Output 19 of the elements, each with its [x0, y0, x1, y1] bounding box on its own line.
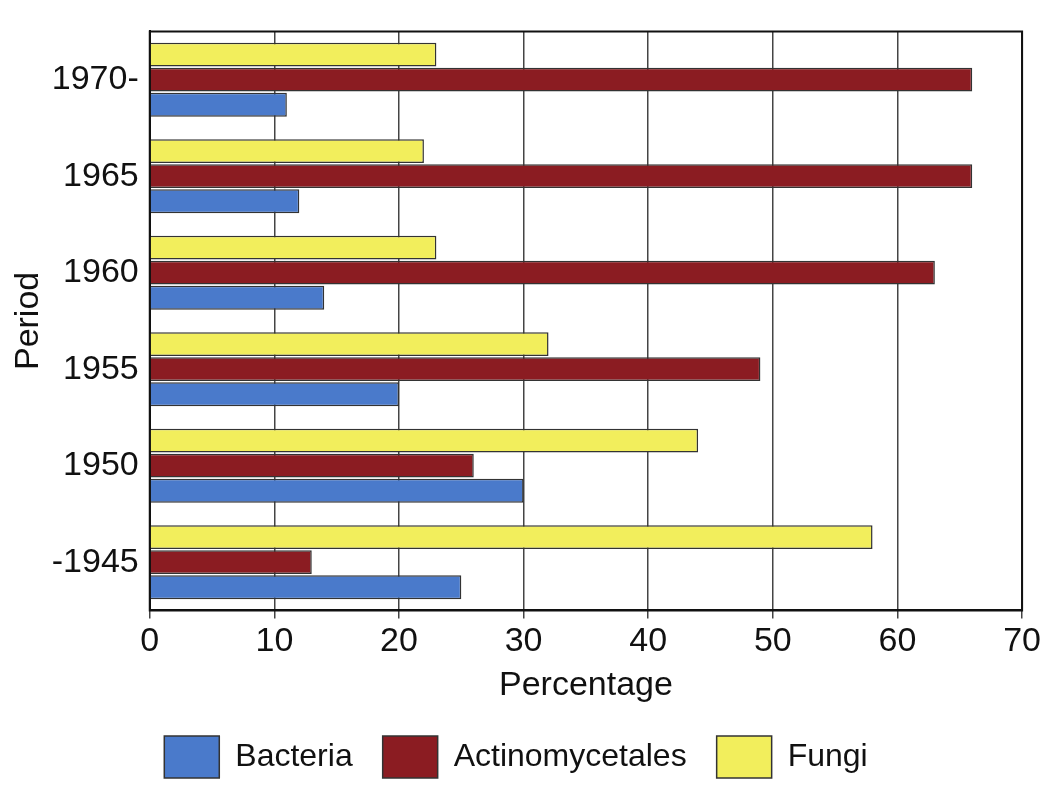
- y-tick-label: 1950: [63, 444, 139, 483]
- x-tick-label: 70: [1003, 620, 1041, 659]
- y-axis-title: Period: [6, 271, 45, 371]
- y-tick-label: 1965: [63, 154, 139, 193]
- legend-label: Fungi: [787, 736, 868, 773]
- y-tick-label: 1960: [63, 251, 139, 290]
- x-axis-title: Percentage: [498, 663, 673, 702]
- x-tick-label: 20: [380, 620, 418, 659]
- y-tick-label: 1970-: [51, 58, 139, 97]
- x-tick-label: 40: [629, 620, 668, 659]
- x-tick-label: 10: [255, 620, 294, 659]
- x-tick-label: 60: [878, 620, 917, 659]
- x-tick-label: 50: [753, 620, 792, 659]
- legend-label: Bacteria: [235, 736, 353, 773]
- y-tick-label: 1955: [63, 347, 139, 386]
- legend-label: Actinomycetales: [453, 736, 687, 773]
- x-tick-label: 30: [504, 620, 543, 659]
- x-tick-label: 0: [140, 620, 160, 659]
- y-tick-label: -1945: [51, 540, 139, 579]
